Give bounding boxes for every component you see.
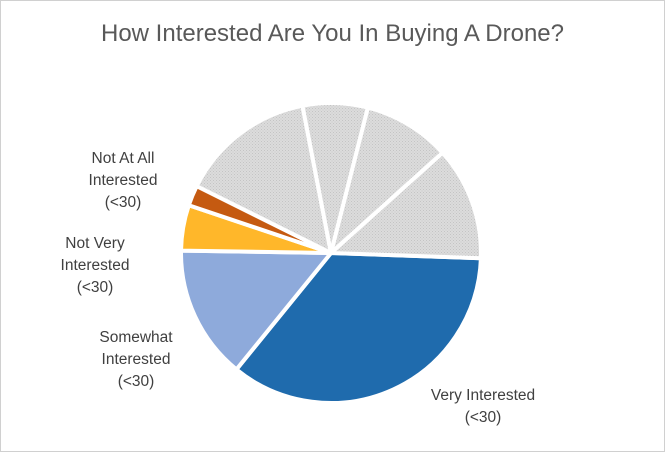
label-notvery-line2: Interested <box>60 257 130 274</box>
label-very-line1: Very Interested <box>430 387 536 404</box>
chart-title: How Interested Are You In Buying A Drone… <box>101 20 564 47</box>
label-very-interested: Very Interested (<30) <box>418 385 548 429</box>
label-notvery-line1: Not Very <box>65 235 125 252</box>
pie-slice-unlabeled-4 <box>194 103 333 255</box>
pie-slice-somewhat-interested-30 <box>179 248 333 372</box>
label-somewhat-line2: Interested <box>101 351 171 368</box>
pie-slice-very-interested-30 <box>234 251 483 405</box>
label-not-at-all-interested: Not At All Interested (<30) <box>68 148 178 214</box>
label-notatall-line2: Interested <box>88 172 158 189</box>
label-notvery-line3: (<30) <box>76 279 114 296</box>
label-not-very-interested: Not Very Interested (<30) <box>40 233 150 299</box>
label-somewhat-line3: (<30) <box>117 373 155 390</box>
label-very-line2: (<30) <box>464 409 502 426</box>
label-somewhat-line1: Somewhat <box>99 329 173 346</box>
label-notatall-line1: Not At All <box>91 150 155 167</box>
label-somewhat-interested: Somewhat Interested (<30) <box>76 327 196 393</box>
pie-slice-unlabeled-7 <box>329 150 483 261</box>
label-notatall-line3: (<30) <box>104 194 142 211</box>
